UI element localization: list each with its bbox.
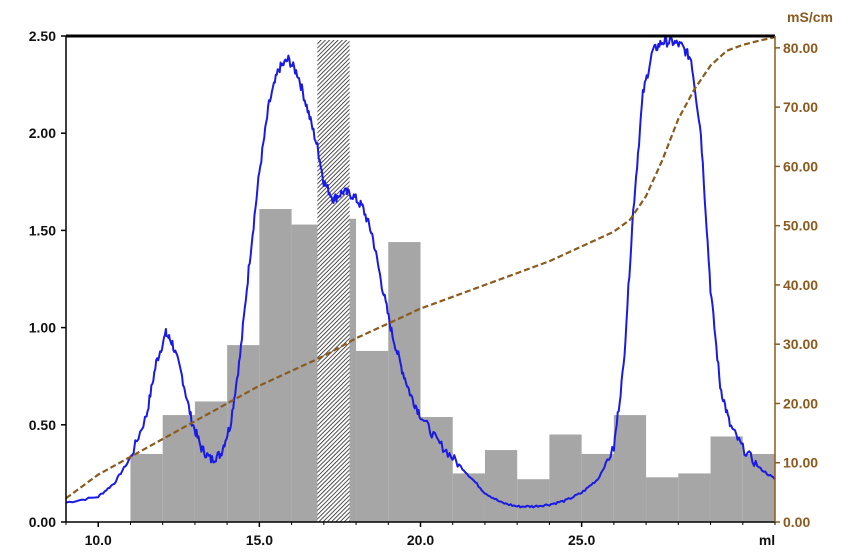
selected-fraction-band	[317, 40, 350, 522]
fraction-bar-13	[549, 434, 582, 522]
fraction-bar-16	[646, 477, 679, 522]
x-tick-label-2: 20.0	[407, 532, 434, 548]
x-tick-label-0: 10.0	[85, 532, 112, 548]
fraction-bar-15	[613, 415, 647, 522]
y-left-tick-label-0: 0.00	[29, 514, 56, 530]
fraction-bar-19	[742, 453, 775, 522]
y-left-tick-label-4: 2.00	[29, 125, 56, 141]
y-right-tick-label-6: 60.00	[783, 158, 818, 174]
fraction-bar-18	[710, 436, 743, 522]
fraction-bar-8	[388, 242, 421, 522]
fraction-bar-10	[452, 473, 485, 522]
y-right-tick-label-5: 50.00	[783, 218, 818, 234]
y-right-tick-label-1: 10.00	[783, 455, 818, 471]
axis-labels: 0.00 0.50 1.00 1.50 2.00 2.50 0.00 10.00 20.00 30…	[29, 9, 833, 548]
y-right-tick-label-2: 20.00	[783, 395, 818, 411]
fraction-bar-7	[356, 350, 389, 522]
y-right-tick-label-0: 0.00	[783, 514, 810, 530]
x-axis-unit: ml	[759, 532, 775, 548]
y-left-tick-label-2: 1.00	[29, 320, 56, 336]
y-right-tick-label-3: 30.00	[783, 336, 818, 352]
y-right-axis-unit: mS/cm	[787, 9, 833, 25]
fraction-bar-1	[162, 415, 195, 522]
y-right-tick-label-7: 70.00	[783, 99, 818, 115]
x-tick-label-1: 15.0	[246, 532, 273, 548]
fraction-bar-9	[420, 417, 453, 522]
y-right-tick-label-8: 80.00	[783, 40, 818, 56]
fraction-bar-0	[130, 453, 163, 522]
fraction-bar-17	[678, 473, 711, 522]
y-left-tick-label-1: 0.50	[29, 417, 56, 433]
axes	[61, 34, 780, 527]
fraction-bar-3	[227, 345, 260, 522]
y-right-tick-label-4: 40.00	[783, 277, 818, 293]
conductivity-line	[65, 36, 776, 500]
y-left-tick-label-5: 2.50	[29, 28, 56, 44]
fraction-bar-12	[517, 479, 550, 522]
absorbance-line	[65, 36, 776, 509]
fraction-bar-4	[259, 209, 292, 523]
fraction-bar-11	[484, 450, 518, 522]
series-lines	[65, 36, 776, 509]
y-left-tick-label-3: 1.50	[29, 222, 56, 238]
x-tick-label-3: 25.0	[568, 532, 595, 548]
fraction-bars	[130, 40, 775, 523]
